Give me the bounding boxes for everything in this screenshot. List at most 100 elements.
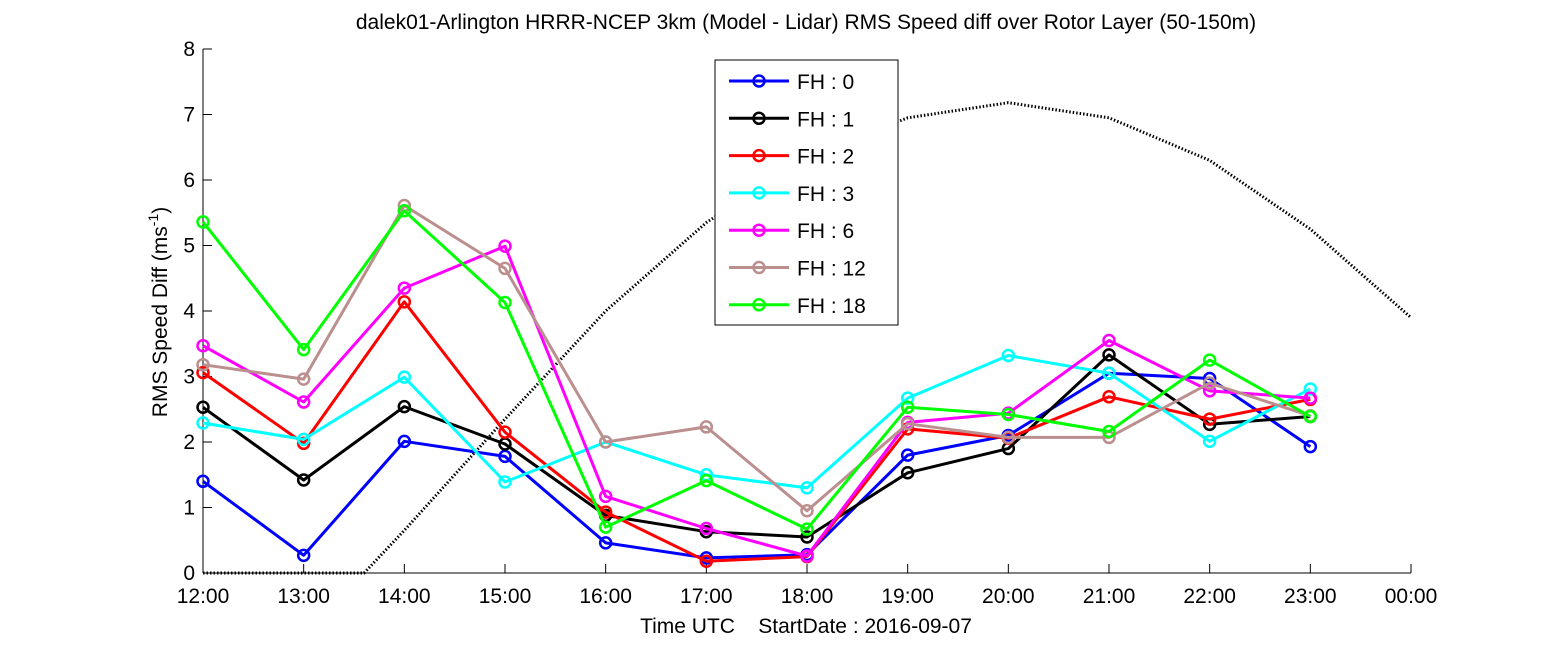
data-point — [1202, 353, 1217, 367]
legend-swatch-marker — [752, 223, 766, 237]
x-tick-label: 14:00 — [378, 585, 431, 608]
legend-swatch-marker — [752, 74, 766, 88]
data-point — [900, 391, 915, 405]
data-point — [800, 481, 814, 495]
data-point — [296, 395, 311, 409]
data-point — [900, 400, 915, 415]
y-axis-label: RMS Speed Diff (ms-1) — [145, 207, 172, 417]
legend-entry: FH : 6 — [729, 220, 854, 243]
y-tick-label: 3 — [183, 366, 195, 389]
data-point — [196, 365, 210, 380]
data-point — [397, 434, 412, 449]
data-point — [397, 204, 412, 218]
data-point — [1102, 390, 1116, 404]
data-point — [598, 489, 613, 504]
y-tick-label: 7 — [183, 104, 195, 127]
reference-curve — [203, 101, 1412, 575]
legend-label: FH : 6 — [797, 220, 854, 243]
data-point — [498, 261, 512, 276]
series-layer — [196, 198, 1318, 568]
data-point — [1303, 409, 1318, 424]
data-point — [800, 504, 814, 518]
legend-entry: FH : 0 — [729, 71, 854, 94]
series-3 — [196, 348, 1318, 495]
legend-swatch-marker — [752, 111, 766, 126]
x-tick-label: 15:00 — [479, 585, 532, 608]
data-point — [1102, 348, 1116, 362]
legend-swatch-marker — [752, 260, 766, 275]
chart-title: dalek01-Arlington HRRR-NCEP 3km (Model -… — [356, 11, 1256, 34]
data-point — [1102, 333, 1116, 348]
data-point — [1303, 439, 1318, 454]
legend-entry: FH : 3 — [729, 183, 854, 206]
x-tick-label: 22:00 — [1183, 585, 1236, 608]
legend-swatch-marker — [752, 298, 766, 312]
y-tick-label: 6 — [183, 169, 195, 192]
data-point — [498, 425, 512, 439]
data-point — [1202, 376, 1217, 390]
y-tick-label: 8 — [183, 38, 195, 61]
data-point — [1001, 407, 1016, 422]
x-tick-label: 21:00 — [1083, 585, 1136, 608]
data-point — [1001, 430, 1016, 445]
data-point — [196, 400, 210, 415]
legend-entry: FH : 12 — [729, 258, 866, 281]
data-point — [598, 435, 613, 449]
legend-swatch-marker — [752, 148, 766, 163]
legend-label: FH : 3 — [797, 183, 854, 206]
data-point — [1202, 384, 1217, 398]
y-tick-label: 5 — [183, 235, 195, 258]
data-point — [598, 536, 613, 550]
x-tick-label: 18:00 — [781, 585, 834, 608]
data-point — [196, 357, 210, 372]
data-point — [196, 474, 210, 489]
data-point — [196, 416, 210, 430]
data-point — [699, 521, 714, 536]
series-2 — [196, 295, 1318, 568]
y-tick-label: 2 — [183, 431, 195, 454]
x-tick-label: 16:00 — [579, 585, 632, 608]
legend-label: FH : 0 — [797, 71, 854, 94]
x-tick-label: 00:00 — [1385, 585, 1438, 608]
data-point — [397, 370, 412, 384]
data-point — [397, 281, 412, 295]
series-line — [202, 354, 1311, 490]
data-point — [498, 239, 512, 253]
y-tick-label: 1 — [183, 497, 195, 520]
y-tick-label: 4 — [183, 300, 195, 323]
data-point — [699, 473, 714, 488]
series-1 — [196, 348, 1318, 544]
data-point — [1202, 412, 1217, 426]
series-line — [202, 371, 1312, 560]
data-point — [699, 420, 714, 434]
data-point — [900, 448, 915, 462]
data-point — [498, 449, 512, 464]
x-tick-label: 19:00 — [881, 585, 934, 608]
series-4 — [196, 239, 1318, 563]
data-point — [1202, 434, 1217, 449]
series-line — [202, 244, 1311, 558]
data-point — [397, 295, 412, 309]
plot-axes: 0 1 2 3 4 5 6 7 8 12:00 13:00 14:00 15:00 16:00 17:00 1… — [177, 38, 1438, 608]
series-6 — [196, 204, 1318, 536]
x-axis-label: Time UTC StartDate : 2016-09-07 — [640, 615, 972, 638]
legend-entry: FH : 1 — [729, 108, 854, 131]
data-point — [296, 342, 311, 357]
data-point — [196, 215, 210, 229]
x-tick-label: 23:00 — [1284, 585, 1337, 608]
legend-label: FH : 1 — [797, 108, 854, 131]
data-point — [900, 466, 915, 480]
legend: FH : 0 FH : 1 FH : 2 FH : 3 FH : 6 FH : 12 FH … — [714, 59, 899, 326]
data-point — [1102, 366, 1116, 380]
data-point — [598, 520, 613, 534]
data-point — [196, 338, 210, 353]
series-line — [202, 300, 1311, 563]
legend-label: FH : 12 — [797, 258, 866, 281]
series-line — [201, 209, 1312, 531]
legend-label: FH : 18 — [797, 295, 866, 318]
y-axis-label-superscript: -1 — [145, 214, 161, 227]
y-axis-label-main: RMS Speed Diff (ms — [149, 226, 172, 417]
data-point — [800, 522, 814, 536]
y-axis-label-close: ) — [149, 207, 172, 214]
